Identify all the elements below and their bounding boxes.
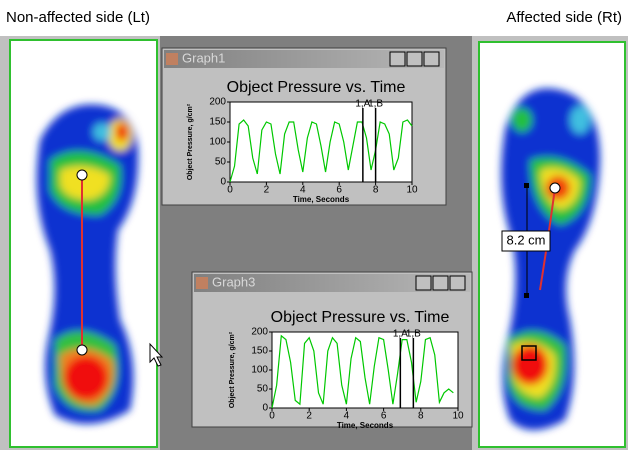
x-tick-label: 2	[264, 185, 270, 196]
y-tick-label: 150	[209, 117, 226, 128]
y-axis-label: Object Pressure, g/cm²	[187, 103, 194, 180]
x-tick-label: 8	[418, 411, 424, 422]
measure-end	[524, 293, 529, 298]
landmark	[550, 183, 560, 193]
window-button-min[interactable]	[416, 276, 431, 290]
x-tick-label: 0	[269, 411, 275, 422]
x-tick-label: 10	[406, 185, 418, 196]
screen: Non-affected side (Lt) Affected side (Rt…	[0, 0, 628, 450]
chart-title: Object Pressure vs. Time	[227, 79, 406, 96]
window-button-close[interactable]	[450, 276, 465, 290]
y-tick-label: 200	[209, 97, 226, 108]
chart-title: Object Pressure vs. Time	[271, 309, 450, 326]
y-tick-label: 50	[215, 157, 227, 168]
window-button-max[interactable]	[407, 52, 422, 66]
x-tick-label: 6	[381, 411, 387, 422]
x-tick-label: 2	[306, 411, 312, 422]
y-tick-label: 100	[209, 137, 226, 148]
y-tick-label: 50	[257, 384, 269, 395]
x-axis-label: Time, Seconds	[293, 195, 350, 204]
y-tick-label: 0	[262, 403, 268, 414]
x-tick-label: 0	[227, 185, 233, 196]
y-tick-label: 200	[251, 327, 268, 338]
landmark	[77, 170, 87, 180]
x-tick-label: 10	[452, 411, 464, 422]
window-icon	[196, 277, 208, 289]
window-button-max[interactable]	[433, 276, 448, 290]
window-title: Graph3	[212, 274, 255, 289]
marker-label: 1,B	[406, 329, 421, 340]
y-tick-label: 0	[220, 177, 226, 188]
window-icon	[166, 53, 178, 65]
x-tick-label: 4	[344, 411, 350, 422]
y-axis-label: Object Pressure, g/cm²	[229, 331, 236, 408]
measure-end	[524, 183, 529, 188]
x-tick-label: 6	[336, 185, 342, 196]
landmark	[77, 345, 87, 355]
window-title: Graph1	[182, 50, 225, 65]
left-label: Non-affected side (Lt)	[6, 9, 150, 26]
measure-label: 8.2 cm	[506, 232, 545, 247]
y-tick-label: 100	[251, 365, 268, 376]
right-label: Affected side (Rt)	[506, 9, 622, 26]
x-axis-label: Time, Seconds	[337, 421, 394, 430]
y-tick-label: 150	[251, 346, 268, 357]
window-button-close[interactable]	[424, 52, 439, 66]
x-tick-label: 4	[300, 185, 306, 196]
marker-label: 1,B	[368, 99, 383, 110]
window-button-min[interactable]	[390, 52, 405, 66]
x-tick-label: 8	[373, 185, 379, 196]
